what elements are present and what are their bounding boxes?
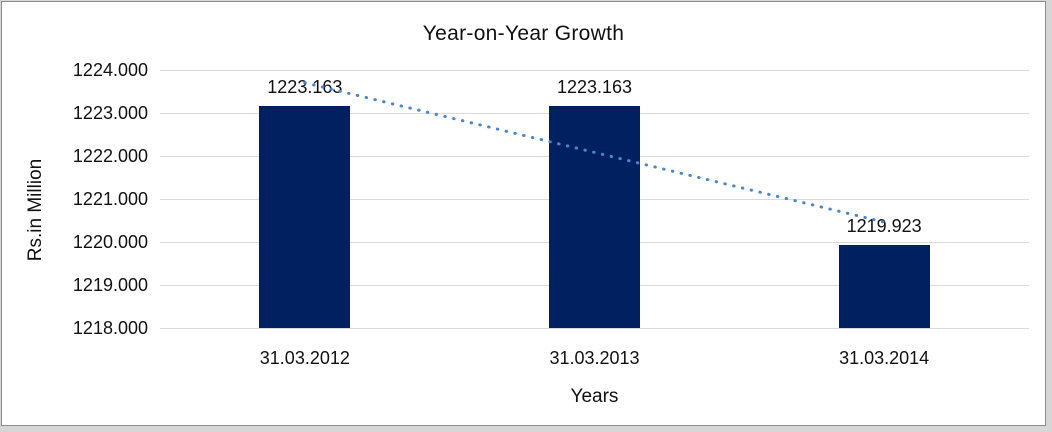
y-tick-label: 1224.000 <box>72 60 148 80</box>
chart-panel: Year-on-Year Growth Rs.in Million 1224.0… <box>1 1 1046 426</box>
x-axis-title: Years <box>570 386 619 407</box>
y-tick-label: 1223.000 <box>72 103 148 123</box>
x-tick-label: 31.03.2014 <box>839 348 930 368</box>
bar-31.03.2012 <box>259 105 351 328</box>
y-tick-label: 1219.000 <box>72 275 148 295</box>
y-tick-label: 1218.000 <box>72 318 148 338</box>
data-label: 1219.923 <box>846 216 922 237</box>
data-label: 1223.163 <box>267 76 343 97</box>
bar-31.03.2014 <box>838 245 930 328</box>
x-tick-label: 31.03.2012 <box>259 348 350 368</box>
plot-area: 1224.000 1223.000 1222.000 1221.000 1220.000… <box>73 60 1029 368</box>
gridline <box>160 327 1029 329</box>
trendline <box>303 81 886 224</box>
x-tick-label: 31.03.2013 <box>549 348 640 368</box>
gridline <box>160 69 1029 71</box>
y-tick-label: 1220.000 <box>72 232 148 252</box>
bar-31.03.2013 <box>549 105 640 328</box>
data-label: 1223.163 <box>556 76 633 97</box>
chart-title: Year-on-Year Growth <box>422 22 625 45</box>
y-tick-label: 1221.000 <box>72 189 148 209</box>
y-tick-label: 1222.000 <box>72 146 148 166</box>
